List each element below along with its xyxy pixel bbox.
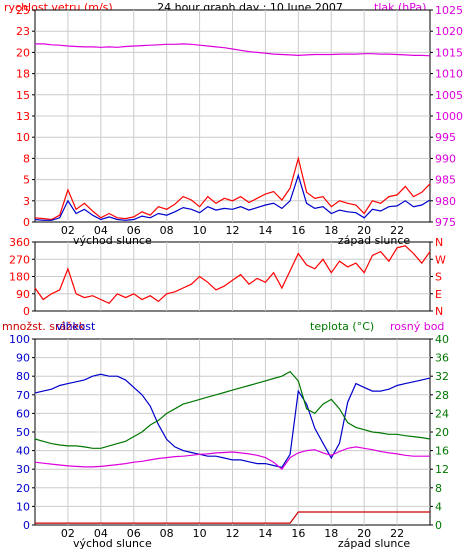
right-tick-label: 0 bbox=[435, 519, 442, 532]
left-tick-label: 23 bbox=[16, 25, 30, 38]
left-tick-label: 70 bbox=[16, 389, 30, 402]
hour-tick-label: 02 bbox=[61, 527, 75, 540]
gust-series-line bbox=[34, 173, 431, 221]
left-tick-label: 20 bbox=[16, 46, 30, 59]
left-tick-label: 10 bbox=[16, 131, 30, 144]
right-tick-label: 985 bbox=[435, 174, 456, 187]
humidity-series-line bbox=[34, 373, 431, 468]
right-tick-label: 1000 bbox=[435, 110, 463, 123]
left-tick-label: 25 bbox=[16, 4, 30, 17]
temperature-series-line bbox=[34, 370, 431, 449]
axis-labels: 0358101315182023259759809859909951000100… bbox=[9, 4, 463, 532]
dewpoint-series-line bbox=[34, 446, 430, 471]
right-tick-label: 16 bbox=[435, 445, 449, 458]
left-tick-label: 0 bbox=[23, 305, 30, 318]
hour-tick-label: 22 bbox=[390, 224, 404, 237]
hour-tick-label: 20 bbox=[357, 224, 371, 237]
hour-tick-label: 08 bbox=[160, 527, 174, 540]
right-tick-label: 24 bbox=[435, 407, 449, 420]
left-tick-label: 0 bbox=[23, 519, 30, 532]
hour-tick-label: 20 bbox=[357, 527, 371, 540]
hour-tick-label: 14 bbox=[258, 224, 272, 237]
right-tick-label: 980 bbox=[435, 195, 456, 208]
temperature-axis-label: teplota (°C) bbox=[310, 320, 374, 333]
hour-tick-label: 02 bbox=[61, 224, 75, 237]
hour-tick-label: 18 bbox=[324, 224, 338, 237]
right-tick-label: 4 bbox=[435, 500, 442, 513]
right-tick-label: 1005 bbox=[435, 89, 463, 102]
right-tick-label: 1010 bbox=[435, 68, 463, 81]
rain-axis-label: množst. srážek bbox=[2, 320, 86, 333]
left-tick-label: 10 bbox=[16, 500, 30, 513]
left-tick-label: 100 bbox=[9, 333, 30, 346]
right-tick-label: 12 bbox=[435, 463, 449, 476]
left-tick-label: 180 bbox=[9, 271, 30, 284]
left-tick-label: 5 bbox=[23, 174, 30, 187]
hour-tick-label: 16 bbox=[291, 527, 305, 540]
right-tick-label: 975 bbox=[435, 216, 456, 229]
pressure-series-line bbox=[35, 43, 431, 57]
left-tick-label: 360 bbox=[9, 236, 30, 249]
left-tick-label: 40 bbox=[16, 445, 30, 458]
left-tick-label: 15 bbox=[16, 89, 30, 102]
hour-tick-label: 10 bbox=[193, 527, 207, 540]
left-tick-label: 90 bbox=[16, 352, 30, 365]
right-tick-label: 28 bbox=[435, 389, 449, 402]
right-tick-label: E bbox=[435, 288, 442, 301]
hour-tick-label: 04 bbox=[94, 527, 108, 540]
left-tick-label: 90 bbox=[16, 288, 30, 301]
hour-tick-label: 06 bbox=[127, 224, 141, 237]
hour-tick-label: 12 bbox=[226, 224, 240, 237]
right-tick-label: S bbox=[435, 271, 442, 284]
left-tick-label: 18 bbox=[16, 68, 30, 81]
left-tick-label: 13 bbox=[16, 110, 30, 123]
left-tick-label: 60 bbox=[16, 407, 30, 420]
right-tick-label: 1025 bbox=[435, 4, 463, 17]
sunrise-label: východ slunce bbox=[73, 234, 152, 247]
left-tick-label: 50 bbox=[16, 426, 30, 439]
right-tick-label: 8 bbox=[435, 482, 442, 495]
sunset-label: západ slunce bbox=[338, 234, 410, 247]
direction-series-line bbox=[34, 245, 431, 305]
left-tick-label: 80 bbox=[16, 370, 30, 383]
left-tick-label: 30 bbox=[16, 463, 30, 476]
right-tick-label: 36 bbox=[435, 352, 449, 365]
right-tick-label: W bbox=[435, 253, 446, 266]
right-tick-label: 1020 bbox=[435, 25, 463, 38]
hour-tick-label: 16 bbox=[291, 224, 305, 237]
right-tick-label: 995 bbox=[435, 131, 456, 144]
left-tick-label: 3 bbox=[23, 195, 30, 208]
hour-labels: 02 04 06 08 10 12 14 16 18 20 22 východ slunce západ… bbox=[61, 224, 410, 550]
right-tick-label: 990 bbox=[435, 152, 456, 165]
hour-tick-label: 22 bbox=[390, 527, 404, 540]
right-tick-label: 32 bbox=[435, 370, 449, 383]
right-tick-label: 40 bbox=[435, 333, 449, 346]
sunset-label: západ slunce bbox=[338, 537, 410, 550]
right-tick-label: N bbox=[435, 236, 443, 249]
humidity-axis-label: vlhkost bbox=[56, 320, 96, 333]
left-tick-label: 20 bbox=[16, 482, 30, 495]
sunrise-label: východ slunce bbox=[73, 537, 152, 550]
hour-tick-label: 04 bbox=[94, 224, 108, 237]
hour-tick-label: 10 bbox=[193, 224, 207, 237]
dewpoint-axis-label: rosný bod bbox=[390, 320, 444, 333]
left-tick-label: 0 bbox=[23, 216, 30, 229]
hour-tick-label: 08 bbox=[160, 224, 174, 237]
right-tick-label: N bbox=[435, 305, 443, 318]
right-tick-label: 1015 bbox=[435, 46, 463, 59]
right-tick-label: 20 bbox=[435, 426, 449, 439]
hour-tick-label: 12 bbox=[226, 527, 240, 540]
hour-tick-label: 06 bbox=[127, 527, 141, 540]
hour-tick-label: 14 bbox=[258, 527, 272, 540]
hour-tick-label: 18 bbox=[324, 527, 338, 540]
left-tick-label: 270 bbox=[9, 253, 30, 266]
data-series bbox=[34, 43, 431, 524]
rain-series-line bbox=[35, 511, 430, 524]
left-tick-label: 8 bbox=[23, 152, 30, 165]
wind-series-line bbox=[34, 156, 431, 221]
